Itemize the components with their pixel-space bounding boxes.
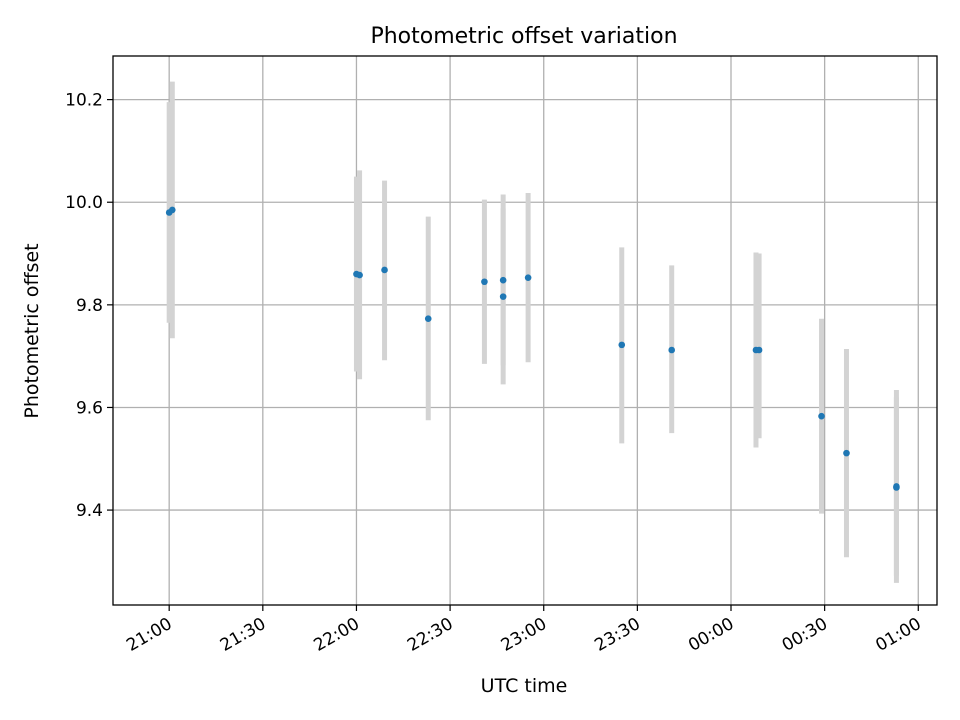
plot-frame bbox=[112, 55, 938, 606]
error-bars bbox=[166, 81, 899, 583]
data-point bbox=[843, 449, 850, 457]
x-tick-label: 22:30 bbox=[404, 614, 456, 656]
x-axis-label: UTC time bbox=[481, 675, 568, 697]
x-tick-label: 21:30 bbox=[217, 614, 269, 656]
y-axis-ticks: 9.4 9.6 9.8 10.0 10.2 bbox=[65, 91, 113, 521]
data-point bbox=[818, 412, 825, 420]
x-tick-label: 21:00 bbox=[123, 614, 175, 656]
data-point bbox=[618, 341, 626, 349]
data-point bbox=[668, 346, 675, 354]
data-point bbox=[893, 483, 900, 490]
data-point bbox=[424, 315, 432, 322]
data-point bbox=[499, 293, 507, 300]
data-point bbox=[755, 346, 763, 354]
data-point bbox=[481, 278, 488, 286]
x-tick-label: 00:30 bbox=[779, 614, 831, 656]
x-tick-label: 23:00 bbox=[498, 614, 550, 656]
data-points bbox=[165, 206, 900, 491]
data-point bbox=[169, 206, 176, 214]
y-tick-label: 10.0 bbox=[65, 193, 103, 213]
grid bbox=[113, 56, 937, 605]
chart-title: Photometric offset variation bbox=[370, 24, 677, 49]
y-tick-label: 9.4 bbox=[76, 501, 103, 521]
x-tick-label: 22:00 bbox=[311, 614, 363, 656]
data-point bbox=[356, 271, 363, 279]
x-tick-label: 01:00 bbox=[872, 614, 924, 656]
y-tick-label: 9.6 bbox=[76, 398, 103, 418]
x-tick-label: 23:30 bbox=[591, 614, 643, 656]
y-axis-label: Photometric offset bbox=[21, 243, 43, 418]
data-point bbox=[499, 276, 507, 284]
x-tick-label: 00:00 bbox=[685, 614, 737, 656]
x-axis-ticks: 21:00 21:30 22:00 22:30 23:00 23:30 00:00 00:30… bbox=[123, 605, 925, 656]
y-tick-label: 10.2 bbox=[65, 91, 103, 111]
data-point bbox=[524, 274, 532, 281]
data-point bbox=[381, 266, 388, 274]
y-tick-label: 9.8 bbox=[76, 296, 103, 316]
